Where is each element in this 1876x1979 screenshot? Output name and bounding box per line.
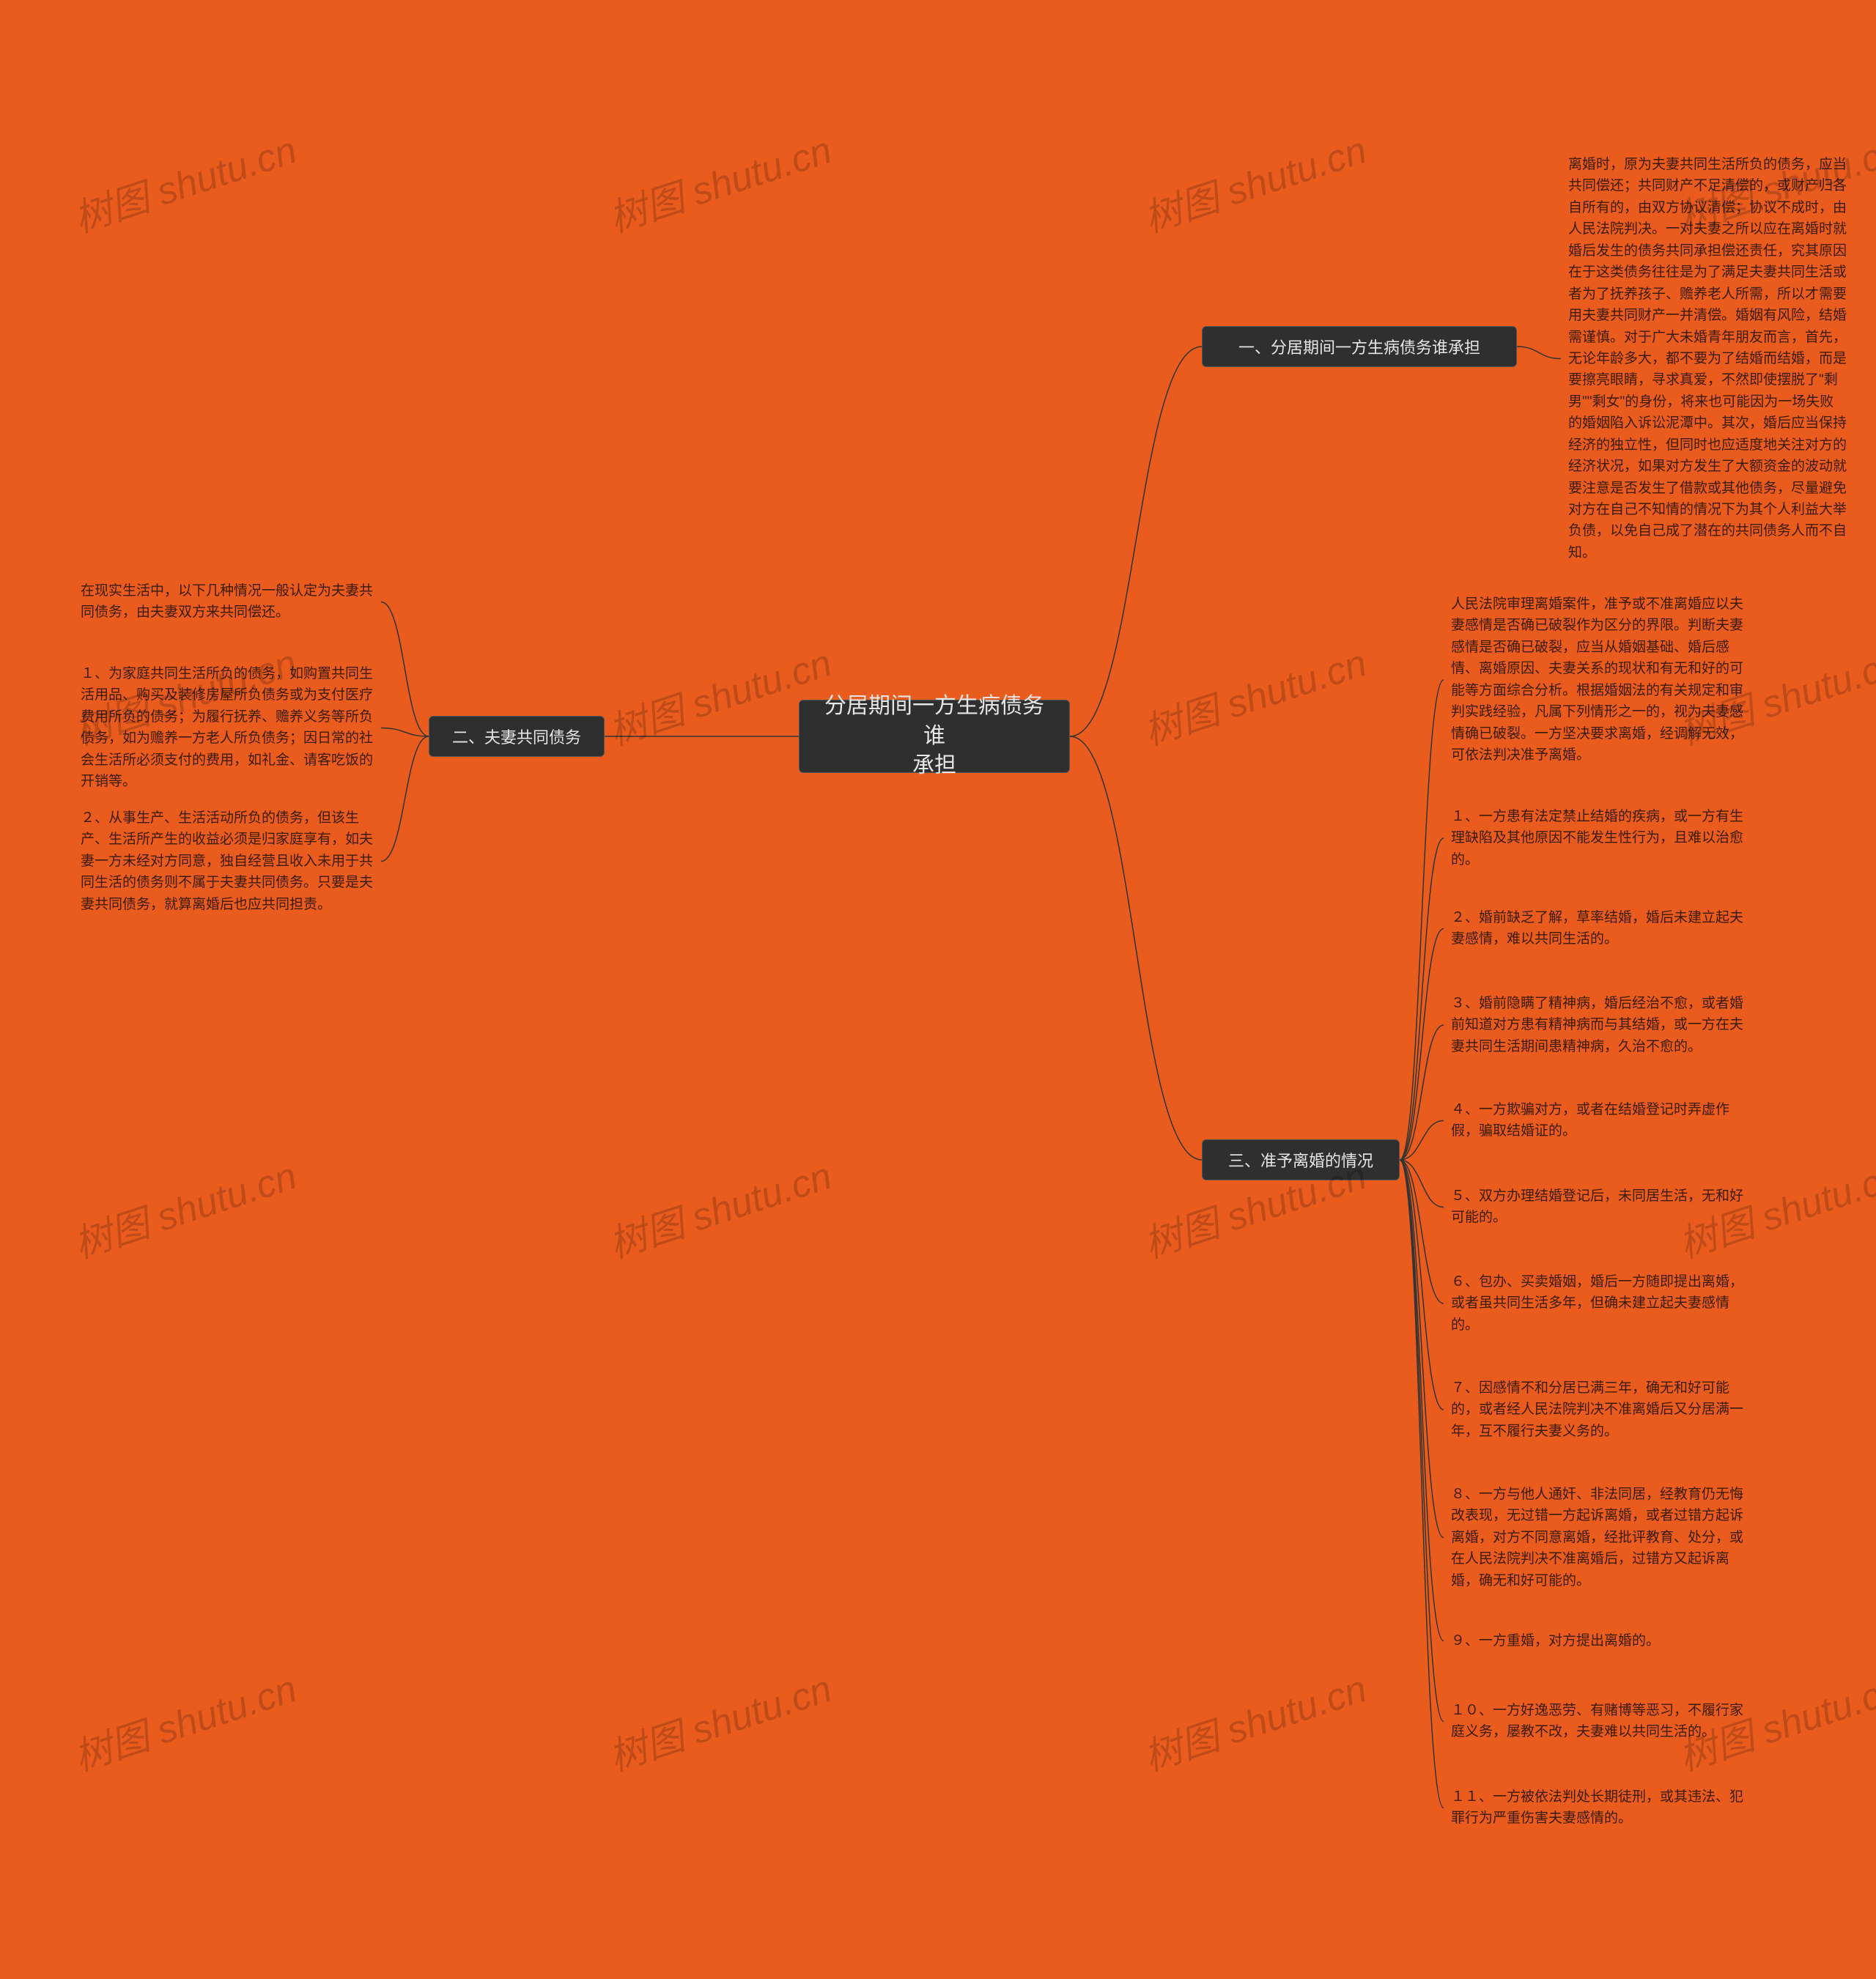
leaf-text: 人民法院审理离婚案件，准予或不准离婚应以夫妻感情是否确已破裂作为区分的界限。判断… <box>1451 593 1744 766</box>
watermark: 树图 shutu.cn <box>601 1658 838 1782</box>
watermark: 树图 shutu.cn <box>66 1145 303 1269</box>
watermark: 树图 shutu.cn <box>1136 1658 1373 1782</box>
leaf-text: 离婚时，原为夫妻共同生活所负的债务，应当共同偿还；共同财产不足清偿的，或财产归各… <box>1568 154 1847 563</box>
watermark: 树图 shutu.cn <box>66 1658 303 1782</box>
branch-node[interactable]: 一、分居期间一方生病债务谁承担 <box>1202 326 1517 367</box>
leaf-text: １、一方患有法定禁止结婚的疾病，或一方有生理缺陷及其他原因不能发生性行为，且难以… <box>1451 806 1744 870</box>
leaf-text: ８、一方与他人通奸、非法同居，经教育仍无悔改表现，无过错一方起诉离婚，或者过错方… <box>1451 1484 1744 1591</box>
root-node[interactable]: 分居期间一方生病债务谁 承担 <box>799 700 1070 773</box>
leaf-text: ３、婚前隐瞒了精神病，婚后经治不愈，或者婚前知道对方患有精神病而与其结婚，或一方… <box>1451 993 1744 1057</box>
leaf-text: ５、双方办理结婚登记后，未同居生活，无和好可能的。 <box>1451 1185 1744 1229</box>
branch-node[interactable]: 二、夫妻共同债务 <box>429 716 605 757</box>
leaf-text: 在现实生活中，以下几种情况一般认定为夫妻共同债务，由夫妻双方来共同偿还。 <box>81 580 374 624</box>
leaf-text: ６、包办、买卖婚姻，婚后一方随即提出离婚，或者虽共同生活多年，但确未建立起夫妻感… <box>1451 1271 1744 1336</box>
branch-node[interactable]: 三、准予离婚的情况 <box>1202 1139 1400 1180</box>
leaf-text: ２、婚前缺乏了解，草率结婚，婚后未建立起夫妻感情，难以共同生活的。 <box>1451 907 1744 950</box>
leaf-text: ４、一方欺骗对方，或者在结婚登记时弄虚作假，骗取结婚证的。 <box>1451 1099 1744 1142</box>
watermark: 树图 shutu.cn <box>601 1145 838 1269</box>
leaf-text: １０、一方好逸恶劳、有赌博等恶习，不履行家庭义务，屡教不改，夫妻难以共同生活的。 <box>1451 1700 1744 1743</box>
leaf-text: １、为家庭共同生活所负的债务，如购置共同生活用品、购买及装修房屋所负债务或为支付… <box>81 663 374 793</box>
leaf-text: ９、一方重婚，对方提出离婚的。 <box>1451 1630 1744 1651</box>
watermark: 树图 shutu.cn <box>66 119 303 243</box>
watermark: 树图 shutu.cn <box>601 119 838 243</box>
watermark: 树图 shutu.cn <box>1136 632 1373 756</box>
leaf-text: １１、一方被依法判处长期徒刑，或其违法、犯罪行为严重伤害夫妻感情的。 <box>1451 1786 1744 1830</box>
leaf-text: ７、因感情不和分居已满三年，确无和好可能的，或者经人民法院判决不准离婚后又分居满… <box>1451 1377 1744 1442</box>
watermark: 树图 shutu.cn <box>1136 119 1373 243</box>
leaf-text: ２、从事生产、生活活动所负的债务，但该生产、生活所产生的收益必须是归家庭享有，如… <box>81 807 374 915</box>
